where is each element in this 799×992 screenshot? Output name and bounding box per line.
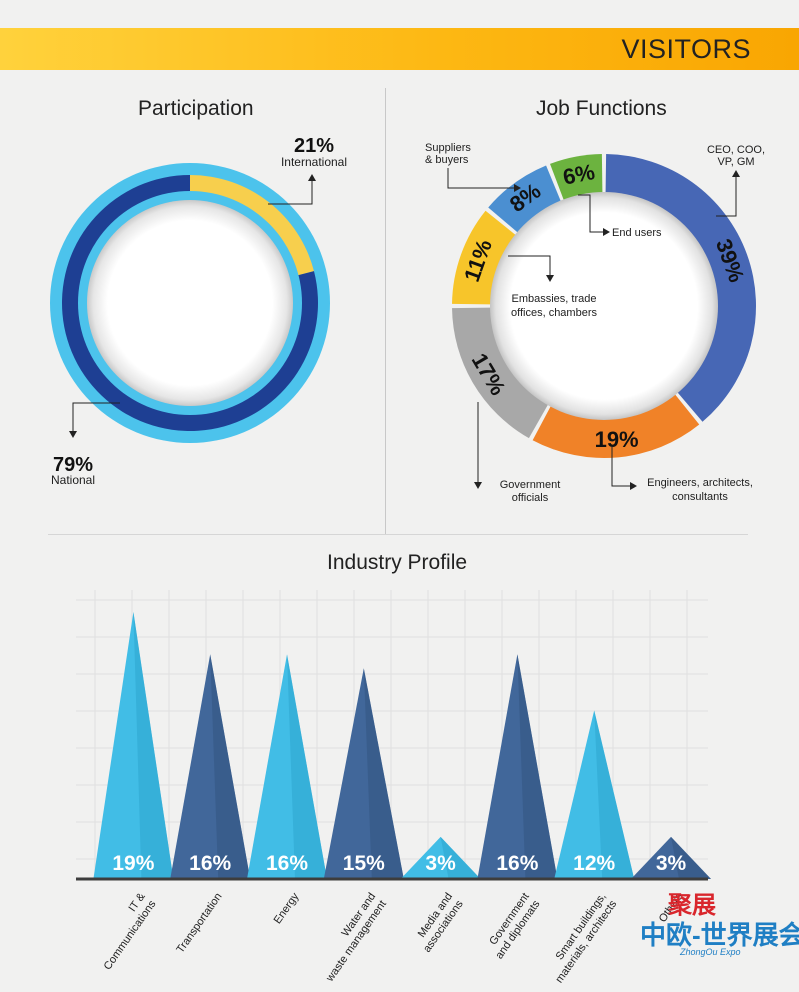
- industry-bar-shade-energy: [287, 654, 327, 879]
- industry-label-media-and-associations: Media andassociations: [410, 890, 465, 954]
- national-value: 79%: [53, 454, 93, 476]
- industry-profile-title: Industry Profile: [327, 551, 468, 574]
- watermark-main: 中欧-世界展会: [640, 920, 799, 950]
- page-title: VISITORS: [621, 34, 751, 64]
- ceo-label-2: VP, GM: [717, 156, 754, 168]
- end-users-leader: [578, 194, 604, 233]
- national-leader: [72, 402, 120, 432]
- embassies-leader: [508, 255, 551, 276]
- government-label-2: officials: [512, 492, 549, 504]
- industry-label-smart-buildings-materials-architects: Smart buildings,materials, architects: [543, 890, 620, 985]
- industry-label-energy: Energy: [272, 890, 302, 926]
- suppliers-arrow: [514, 184, 521, 192]
- job-functions-title: Job Functions: [536, 97, 667, 120]
- watermark-logo: 聚展 中欧-世界展会 ZhongOu Expo: [640, 885, 799, 965]
- end-users-label: End users: [612, 227, 662, 239]
- industry-label-government-and-diplomats: Governmentand diplomats: [483, 890, 543, 961]
- watermark-sub: ZhongOu Expo: [680, 947, 741, 957]
- industry-label-water-and-waste-management: Water andwaste management: [313, 891, 389, 985]
- industry-bar-shade-government-and-diplomats: [517, 654, 558, 879]
- engineers-label-2: consultants: [672, 491, 728, 503]
- industry-bar-shade-water-and-waste-management: [363, 668, 404, 879]
- engineers-arrow: [630, 482, 637, 490]
- engineers-leader: [611, 446, 630, 487]
- vertical-divider: [385, 88, 386, 534]
- participation-title: Participation: [138, 97, 254, 120]
- international-arrow: [308, 174, 316, 181]
- government-arrow: [474, 482, 482, 489]
- industry-bar-shade-transportation: [210, 654, 251, 879]
- industry-value-government-and-diplomats: 16%: [496, 852, 538, 875]
- job-value-end-users: 6%: [561, 159, 597, 190]
- job-value-engineers-architects-consultants: 19%: [595, 427, 639, 452]
- industry-bar-shade-others: [671, 836, 711, 879]
- ceo-leader: [716, 176, 737, 217]
- suppliers-label-2: & buyers: [425, 154, 469, 166]
- industry-value-energy: 16%: [266, 852, 308, 875]
- government-label-1: Government: [500, 479, 561, 491]
- watermark-top: 聚展: [668, 892, 716, 919]
- industry-label-transportation: Transportation: [174, 891, 224, 956]
- international-label: International: [281, 155, 347, 169]
- international-leader: [268, 180, 313, 205]
- embassies-label-2: offices, chambers: [511, 307, 598, 319]
- suppliers-leader: [447, 168, 516, 189]
- industry-label-line: Energy: [272, 890, 302, 926]
- industry-bar-shade-it-communications: [133, 612, 174, 879]
- industry-label-it-communications: IT &Communications: [91, 890, 159, 972]
- national-label: National: [51, 473, 95, 487]
- industry-value-others: 3%: [656, 852, 687, 875]
- engineers-label-1: Engineers, architects,: [647, 477, 753, 489]
- industry-bar-shade-smart-buildings-materials-architects: [594, 710, 635, 879]
- embassies-label-1: Embassies, trade: [512, 293, 597, 305]
- horizontal-divider: [48, 534, 748, 535]
- industry-value-it-communications: 19%: [112, 852, 154, 875]
- industry-value-smart-buildings-materials-architects: 12%: [573, 852, 615, 875]
- industry-value-media-and-associations: 3%: [425, 852, 456, 875]
- national-arrow: [69, 431, 77, 438]
- ceo-label-1: CEO, COO,: [707, 144, 765, 156]
- participation-hole: [87, 200, 293, 406]
- industry-label-line: Transportation: [174, 891, 224, 956]
- end-users-arrow: [603, 228, 610, 236]
- industry-bar-shade-media-and-associations: [440, 836, 481, 879]
- embassies-arrow: [546, 275, 554, 282]
- industry-value-transportation: 16%: [189, 852, 231, 875]
- suppliers-label-1: Suppliers: [425, 142, 471, 154]
- industry-value-water-and-waste-management: 15%: [343, 852, 385, 875]
- international-value: 21%: [294, 135, 334, 157]
- job-functions-hole: [490, 192, 718, 420]
- header-banner: VISITORS: [0, 28, 799, 70]
- ceo-arrow: [732, 170, 740, 177]
